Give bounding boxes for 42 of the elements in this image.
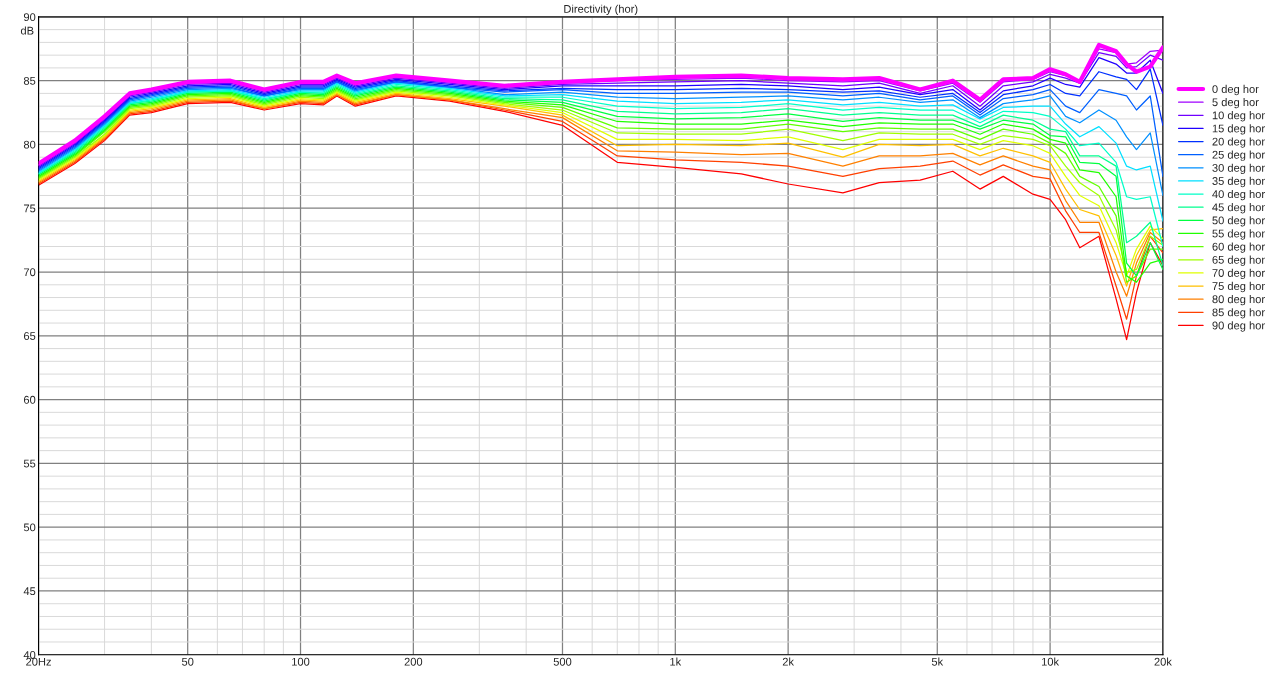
legend-label: 70 deg hor (1212, 268, 1265, 280)
y-tick-label: 65 (23, 332, 36, 340)
y-tick-label: 45 (23, 587, 36, 596)
x-tick-label: 5k (931, 657, 944, 666)
y-tick-label: 80 (23, 140, 36, 149)
legend-label: 90 deg hor (1212, 321, 1265, 332)
x-tick-label: 500 (553, 657, 572, 666)
legend-label: 45 deg hor (1212, 203, 1265, 214)
x-tick-label: 200 (404, 657, 423, 666)
legend-label: 30 deg hor (1212, 163, 1265, 175)
y-tick-label: 60 (23, 395, 36, 404)
legend-label: 15 deg hor (1212, 124, 1265, 135)
legend-label: 75 deg hor (1212, 281, 1265, 293)
x-tick-label: 2k (782, 657, 795, 666)
y-axis-title: dB (20, 26, 34, 35)
y-tick-label: 50 (23, 523, 36, 532)
legend-label: 55 deg hor (1212, 229, 1265, 240)
legend-label: 50 deg hor (1212, 216, 1265, 227)
x-tick-label: 100 (292, 657, 310, 666)
y-tick-label: 55 (23, 459, 36, 468)
y-tick-label: 40 (23, 651, 36, 659)
x-tick-label: 10k (1041, 657, 1060, 666)
y-tick-label: 75 (23, 204, 36, 213)
legend-label: 80 deg hor (1212, 295, 1265, 306)
y-tick-label: 90 (23, 13, 36, 22)
y-tick-label: 85 (23, 76, 36, 85)
x-tick-label: 20k (1154, 657, 1172, 666)
legend-label: 20 deg hor (1212, 137, 1265, 148)
chart-title: Directivity (hor) (564, 4, 638, 16)
legend-label: 10 deg hor (1212, 111, 1265, 122)
x-tick-label: 50 (181, 657, 194, 666)
legend-label: 0 deg hor (1212, 84, 1259, 96)
x-tick-label: 20Hz (26, 657, 51, 666)
legend-label: 65 deg hor (1212, 255, 1265, 266)
y-tick-label: 70 (23, 268, 36, 277)
legend-label: 35 deg hor (1212, 176, 1265, 188)
legend-label: 5 deg hor (1212, 97, 1259, 109)
legend-label: 40 deg hor (1212, 189, 1265, 201)
x-tick-label: 1k (670, 657, 682, 666)
legend-label: 25 deg hor (1212, 150, 1265, 161)
legend-label: 85 deg hor (1212, 308, 1265, 319)
legend-label: 60 deg hor (1212, 242, 1265, 253)
